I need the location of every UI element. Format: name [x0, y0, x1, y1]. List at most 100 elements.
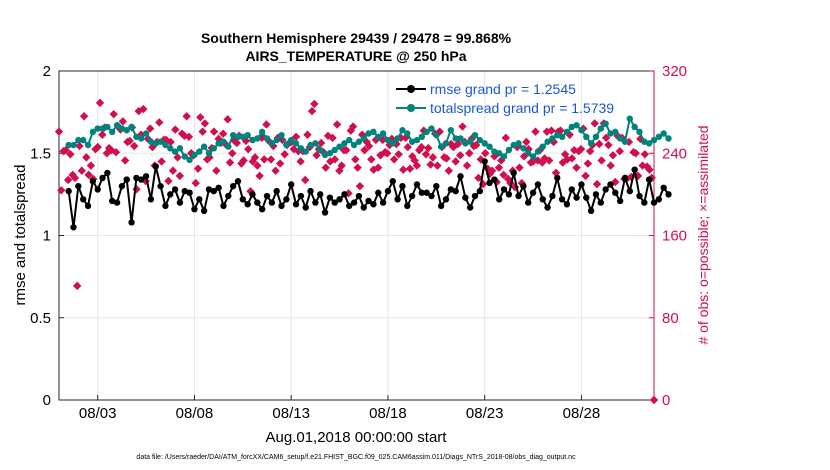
- totalspread-point: [370, 128, 377, 136]
- obs-marker: [367, 155, 376, 164]
- obs-marker: [451, 157, 460, 166]
- x-tick-label: 08/18: [369, 405, 407, 422]
- obs-marker: [102, 149, 112, 158]
- obs-marker: [576, 144, 586, 154]
- obs-marker: [175, 171, 185, 181]
- rmse-point: [645, 176, 653, 183]
- obs-marker: [125, 136, 134, 146]
- obs-marker: [421, 150, 431, 159]
- obs-marker: [633, 171, 643, 181]
- rmse-point: [278, 202, 285, 210]
- obs-marker: [173, 153, 182, 162]
- totalspread-point: [104, 123, 111, 131]
- rmse-point: [621, 174, 629, 182]
- rmse-point: [239, 196, 247, 203]
- obs-marker: [494, 163, 504, 172]
- totalspread-point: [244, 131, 251, 139]
- rmse-point: [331, 199, 338, 206]
- y-tick-label: 1.5: [30, 145, 51, 162]
- obs-marker: [193, 164, 203, 173]
- totalspread-point: [423, 128, 430, 136]
- totalspread-point: [645, 140, 653, 147]
- totalspread-point: [162, 141, 169, 149]
- rmse-point: [423, 189, 430, 196]
- obs-marker: [364, 141, 374, 151]
- totalspread-point: [350, 141, 358, 149]
- rmse-point: [505, 191, 513, 198]
- rmse-point: [152, 163, 159, 170]
- obs-marker: [109, 109, 118, 119]
- totalspread-point: [655, 133, 663, 140]
- rmse-point: [229, 182, 237, 190]
- rmse-point: [466, 204, 474, 211]
- obs-marker: [157, 157, 166, 166]
- rmse-point: [142, 173, 150, 180]
- rmse-point: [254, 199, 261, 206]
- obs-marker: [271, 166, 280, 175]
- rmse-series: [65, 158, 672, 231]
- y-axis-label: rmse and totalspread: [12, 165, 29, 306]
- totalspread-point: [89, 128, 97, 136]
- obs-marker: [342, 145, 351, 155]
- obs-marker: [70, 173, 80, 183]
- totalspread-point: [75, 136, 82, 144]
- obs-marker: [373, 163, 383, 172]
- totalspread-point: [176, 145, 184, 152]
- rmse-point: [84, 202, 92, 210]
- obs-marker: [428, 153, 438, 162]
- obs-marker: [155, 118, 164, 127]
- rmse-point: [496, 196, 503, 203]
- totalspread-point: [602, 120, 609, 127]
- obs-marker: [262, 120, 271, 129]
- y2-tick-label: 320: [662, 63, 687, 80]
- obs-marker: [624, 137, 634, 147]
- totalspread-point: [229, 131, 237, 139]
- obs-marker: [456, 151, 465, 160]
- rmse-point: [394, 196, 401, 203]
- obs-marker: [351, 155, 360, 164]
- totalspread-point: [665, 135, 672, 142]
- obs-marker: [649, 395, 659, 405]
- rmse-point: [249, 191, 256, 198]
- obs-marker: [611, 177, 620, 187]
- obs-marker: [212, 166, 221, 175]
- totalspread-point: [191, 151, 198, 159]
- obs-marker: [412, 161, 422, 170]
- obs-marker: [244, 144, 253, 154]
- obs-marker: [79, 112, 89, 121]
- y-tick-label: 1: [43, 228, 51, 245]
- rmse-point: [549, 192, 556, 200]
- y-tick-label: 0: [43, 392, 51, 409]
- obs-marker: [75, 141, 84, 151]
- rmse-point: [79, 196, 87, 203]
- totalspread-point: [428, 125, 435, 132]
- totalspread-point: [568, 123, 575, 131]
- obs-marker: [223, 115, 232, 124]
- obs-marker: [348, 122, 358, 131]
- totalspread-point: [394, 135, 401, 142]
- obs-marker: [66, 150, 75, 159]
- y2-axis-label: # of obs: o=possible; ×=assimilated: [695, 125, 711, 344]
- obs-marker: [63, 175, 73, 185]
- obs-marker: [228, 149, 237, 158]
- obs-marker: [218, 129, 228, 138]
- rmse-point: [616, 197, 624, 205]
- totalspread-point: [283, 141, 290, 149]
- rmse-point: [321, 209, 329, 216]
- rmse-point: [65, 187, 72, 195]
- obs-marker: [171, 125, 180, 134]
- totalspread-point: [641, 138, 648, 145]
- obs-marker: [255, 171, 264, 181]
- data-file-footnote: data file: /Users/raeder/DAI/ATM_forcXX/…: [136, 454, 576, 461]
- obs-marker: [403, 142, 412, 152]
- rmse-point: [655, 196, 663, 203]
- rmse-point: [587, 207, 595, 215]
- rmse-point: [317, 191, 324, 198]
- y2-tick-label: 80: [662, 310, 679, 327]
- obs-marker: [84, 170, 93, 180]
- totalspread-point: [254, 135, 261, 142]
- rmse-point: [191, 205, 198, 213]
- obs-marker: [524, 144, 533, 154]
- totalspread-point: [505, 146, 513, 154]
- obs-marker: [77, 166, 86, 175]
